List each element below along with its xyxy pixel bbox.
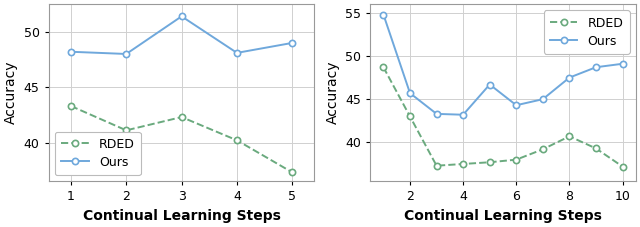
RDED	[289, 171, 296, 174]
RDED	[539, 148, 547, 151]
RDED	[380, 66, 387, 69]
Ours	[289, 42, 296, 44]
RDED	[566, 135, 573, 138]
RDED	[592, 147, 600, 150]
RDED	[233, 139, 241, 142]
RDED	[433, 164, 440, 167]
Ours	[178, 15, 186, 18]
RDED	[178, 116, 186, 118]
Line: RDED: RDED	[68, 103, 296, 175]
Ours	[122, 53, 130, 55]
Ours	[380, 13, 387, 16]
RDED	[619, 165, 627, 168]
X-axis label: Continual Learning Steps: Continual Learning Steps	[83, 209, 280, 223]
X-axis label: Continual Learning Steps: Continual Learning Steps	[404, 209, 602, 223]
Ours	[566, 76, 573, 79]
Legend: RDED, Ours: RDED, Ours	[544, 10, 630, 54]
Ours	[67, 50, 75, 53]
Line: Ours: Ours	[68, 13, 296, 57]
Legend: RDED, Ours: RDED, Ours	[55, 131, 141, 175]
Y-axis label: Accuracy: Accuracy	[326, 61, 340, 124]
Ours	[233, 52, 241, 54]
Line: RDED: RDED	[380, 64, 626, 170]
RDED	[122, 129, 130, 132]
Ours	[486, 83, 493, 86]
RDED	[67, 105, 75, 107]
Ours	[433, 113, 440, 115]
RDED	[460, 163, 467, 165]
Ours	[460, 113, 467, 116]
Line: Ours: Ours	[380, 11, 626, 118]
RDED	[486, 161, 493, 164]
Ours	[539, 98, 547, 101]
Ours	[619, 62, 627, 65]
Ours	[406, 92, 414, 94]
Y-axis label: Accuracy: Accuracy	[4, 61, 18, 124]
RDED	[513, 158, 520, 161]
Ours	[592, 66, 600, 69]
Ours	[513, 104, 520, 107]
RDED	[406, 115, 414, 118]
